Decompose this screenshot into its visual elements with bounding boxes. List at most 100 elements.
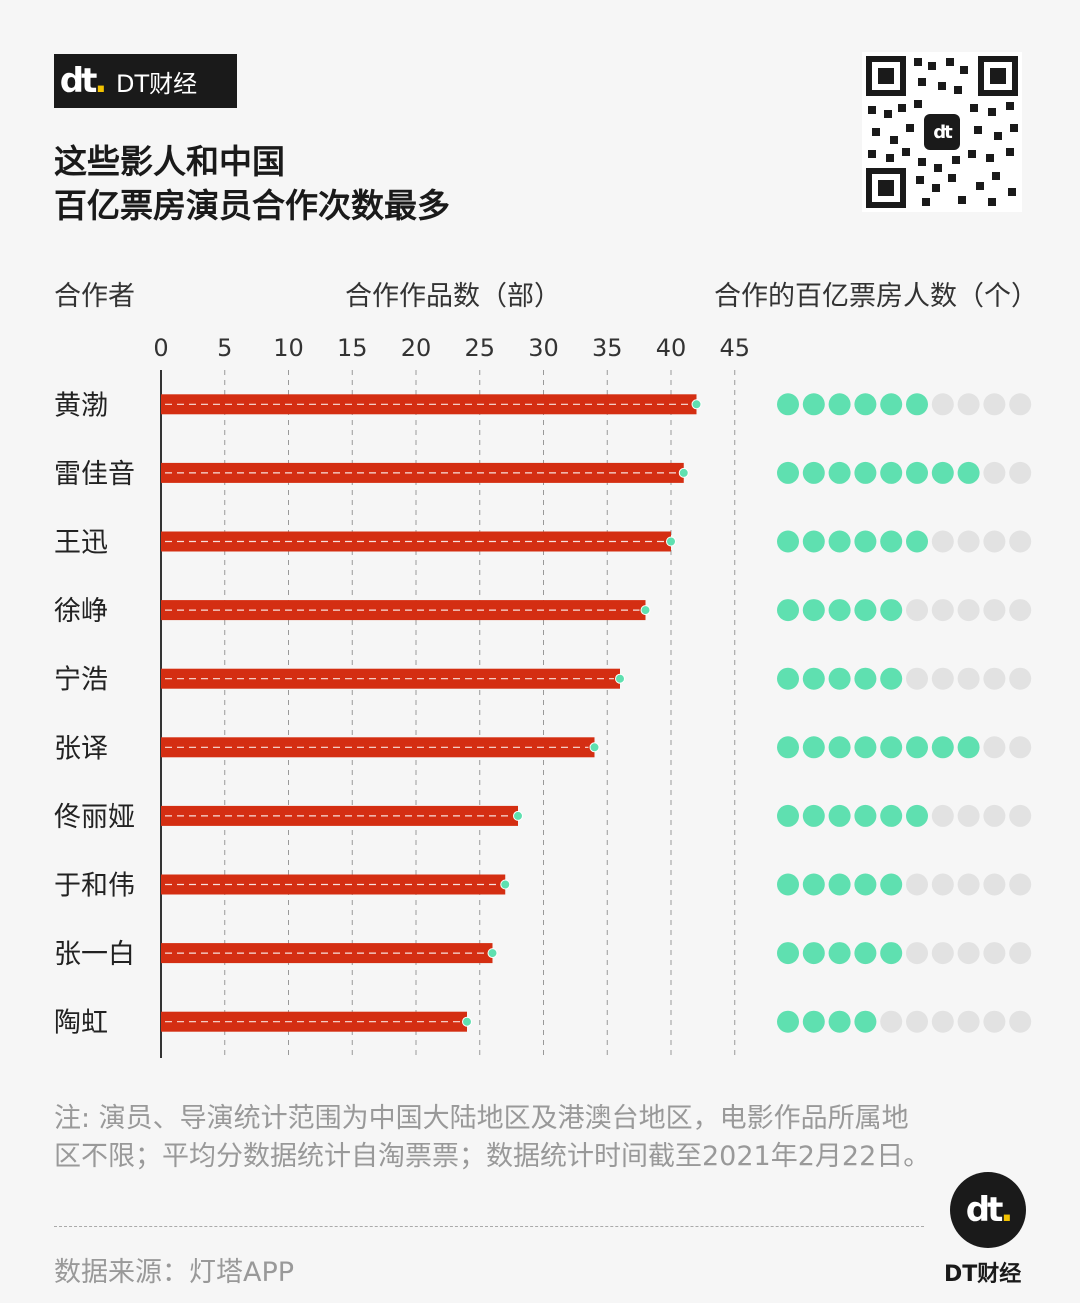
actor-dot-filled (777, 736, 799, 759)
actor-dot-empty (1009, 942, 1032, 965)
data-source: 数据来源：灯塔APP (54, 1257, 295, 1288)
actor-dot-filled (880, 736, 903, 759)
actor-dot-empty (983, 599, 1006, 622)
actor-dot-filled (880, 599, 903, 622)
actor-dot-empty (957, 1010, 980, 1033)
header-collaborator: 合作者 (54, 281, 135, 312)
actor-dot-empty (957, 530, 980, 553)
bar-end-point (691, 399, 702, 410)
actor-dot-empty (957, 667, 980, 690)
actor-dot-empty (1009, 1010, 1032, 1033)
x-tick-label: 10 (273, 334, 304, 362)
actor-dot-filled (880, 804, 903, 827)
actor-dot-filled (828, 461, 851, 484)
actor-dot-filled (802, 873, 825, 896)
bar (161, 600, 646, 621)
actor-dot-filled (777, 667, 799, 690)
actor-dot-empty (931, 942, 954, 965)
actor-dot-empty (957, 804, 980, 827)
actor-dot-empty (931, 873, 954, 896)
actor-dot-filled (777, 804, 799, 827)
actor-dot-filled (802, 942, 825, 965)
actor-dot-empty (983, 530, 1006, 553)
x-tick-label: 20 (401, 334, 432, 362)
footer-divider (54, 1226, 924, 1227)
actor-dot-empty (931, 530, 954, 553)
bar-end-point (487, 948, 498, 959)
actor-dot-filled (854, 736, 877, 759)
actor-dot-empty (983, 736, 1006, 759)
actor-dot-filled (828, 599, 851, 622)
actor-dot-empty (1009, 736, 1032, 759)
actor-dot-filled (880, 873, 903, 896)
category-label: 雷佳音 (54, 459, 135, 490)
bar-end-point (589, 742, 600, 753)
actor-dot-filled (777, 599, 799, 622)
x-tick-label: 15 (337, 334, 368, 362)
actor-dot-empty (931, 804, 954, 827)
actor-dot-filled (906, 736, 928, 759)
actor-dot-filled (777, 530, 799, 553)
actor-dot-empty (880, 1010, 903, 1033)
bar-end-point (640, 605, 651, 616)
actor-dot-filled (802, 393, 825, 416)
bar-end-point (615, 673, 625, 684)
actor-dot-filled (828, 530, 851, 553)
actor-dot-empty (1009, 393, 1032, 416)
category-label: 陶虹 (54, 1008, 108, 1039)
category-label: 宁浩 (54, 665, 108, 696)
actor-dot-empty (906, 1010, 928, 1033)
actor-dot-empty (983, 667, 1006, 690)
category-label: 黄渤 (54, 390, 108, 421)
x-tick-label: 0 (153, 334, 168, 362)
actor-dot-filled (854, 942, 877, 965)
actor-dot-filled (931, 736, 954, 759)
x-tick-label: 30 (528, 334, 559, 362)
actor-dot-empty (983, 393, 1006, 416)
actor-dot-empty (906, 599, 928, 622)
actor-dot-empty (906, 667, 928, 690)
actor-dot-filled (802, 804, 825, 827)
category-label: 佟丽娅 (54, 802, 135, 833)
actor-dot-filled (854, 393, 877, 416)
title-line-2: 百亿票房演员合作次数最多 (54, 186, 450, 225)
bar (161, 668, 620, 689)
actor-dot-empty (931, 599, 954, 622)
bar-end-point (462, 1016, 472, 1027)
actor-dot-empty (931, 393, 954, 416)
actor-dot-filled (777, 1010, 799, 1033)
actor-dot-empty (957, 599, 980, 622)
actor-dot-filled (828, 667, 851, 690)
actor-dot-empty (906, 873, 928, 896)
qr-code: dt (862, 52, 1022, 212)
actor-dot-filled (802, 530, 825, 553)
actor-dot-filled (957, 461, 980, 484)
header-works-count: 合作作品数（部） (345, 281, 561, 312)
actor-dot-empty (1009, 873, 1032, 896)
qr-center-logo-icon: dt (924, 114, 960, 150)
brand-logo-icon: dt. (59, 61, 107, 101)
actor-dot-empty (983, 873, 1006, 896)
brand-logo-text: DT财经 (116, 69, 198, 98)
actor-dot-empty (983, 1010, 1006, 1033)
actor-dot-filled (828, 393, 851, 416)
actor-dot-empty (957, 393, 980, 416)
x-tick-label: 40 (656, 334, 687, 362)
actor-dot-filled (906, 530, 928, 553)
actor-dot-empty (983, 942, 1006, 965)
actor-dot-empty (1009, 804, 1032, 827)
actor-dot-filled (802, 1010, 825, 1033)
actor-dot-filled (802, 461, 825, 484)
actor-dot-empty (957, 942, 980, 965)
actor-dot-filled (880, 667, 903, 690)
actor-dot-empty (1009, 461, 1032, 484)
brand-footer-logo-icon: dt. (950, 1172, 1026, 1248)
actor-dot-filled (828, 1010, 851, 1033)
actor-dot-filled (828, 942, 851, 965)
brand-footer-text: DT财经 (944, 1262, 1022, 1287)
bar (161, 531, 671, 552)
category-label: 于和伟 (54, 871, 135, 902)
actor-dot-filled (854, 530, 877, 553)
bar-end-point (678, 467, 689, 478)
